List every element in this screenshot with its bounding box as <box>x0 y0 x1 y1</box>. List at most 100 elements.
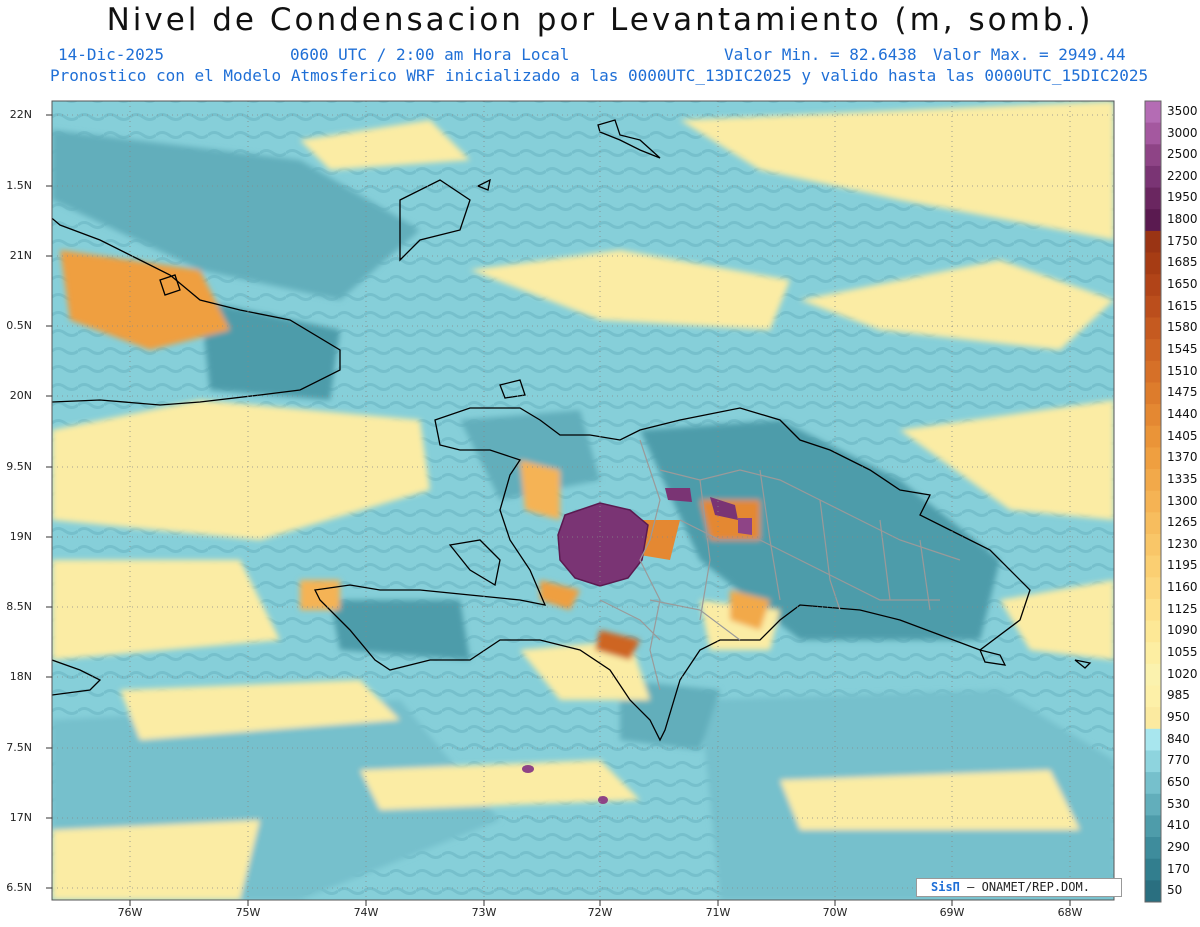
color-bar-swatch <box>1145 750 1161 773</box>
color-bar-label: 1950 <box>1167 190 1198 205</box>
color-bar-swatch <box>1145 425 1161 448</box>
min-value: Valor Min. = 82.6438 <box>724 45 917 64</box>
max-value: Valor Max. = 2949.44 <box>933 45 1126 64</box>
graticule <box>52 101 1114 900</box>
color-bar-swatch <box>1145 165 1161 189</box>
color-bar-swatch <box>1145 642 1161 665</box>
coastlines <box>52 119 1092 742</box>
color-bar-label: 410 <box>1167 818 1190 833</box>
lat-label: 9.5N <box>6 460 32 473</box>
color-bar-swatch <box>1145 144 1161 167</box>
color-bar-label: 1475 <box>1167 385 1198 400</box>
lat-label: 8.5N <box>6 600 32 613</box>
color-bar-label: 950 <box>1167 710 1190 724</box>
lat-label: 1.5N <box>6 179 32 192</box>
lon-label: 74W <box>353 906 379 919</box>
map-title: Nivel de Condensacion por Levantamiento … <box>106 2 1094 38</box>
color-bar-label: 1685 <box>1167 255 1198 270</box>
color-bar-swatch <box>1145 339 1161 362</box>
lat-label: 19N <box>9 530 32 543</box>
lcl-field-shading <box>52 101 1114 900</box>
color-bar-swatch <box>1145 728 1161 751</box>
color-bar-label: 290 <box>1167 839 1190 854</box>
color-bar-swatch <box>1145 837 1161 860</box>
color-bar-swatch <box>1145 295 1161 318</box>
forecast-time: 0600 UTC / 2:00 am Hora Local <box>290 45 570 64</box>
lat-label: 17N <box>9 811 32 824</box>
color-bar-swatch <box>1145 707 1161 730</box>
color-bar-label: 1020 <box>1167 666 1198 681</box>
color-bar-label: 1510 <box>1167 363 1198 378</box>
lat-label: 6.5N <box>6 881 32 894</box>
high-lcl-core <box>522 488 752 804</box>
color-bar-swatch <box>1145 793 1161 816</box>
color-bar-label: 1195 <box>1167 558 1198 573</box>
sispi-logo: SisΠ <box>931 880 960 894</box>
lat-label: 22N <box>9 108 32 121</box>
color-bar-swatch <box>1145 382 1161 405</box>
credit-text: – ONAMET/REP.DOM. <box>967 880 1090 894</box>
lon-label: 73W <box>471 906 497 919</box>
color-bar-swatch <box>1145 187 1161 210</box>
color-bar-label: 1545 <box>1167 342 1198 356</box>
color-bar-label: 770 <box>1167 753 1190 768</box>
color-bar-label: 530 <box>1167 796 1190 811</box>
color-bar-swatch <box>1145 663 1161 687</box>
color-bar-label: 2200 <box>1167 168 1198 183</box>
color-bar-label: 840 <box>1167 731 1190 746</box>
color-bar-swatch <box>1145 122 1161 145</box>
color-bar-label: 1580 <box>1167 320 1198 335</box>
color-bar-swatch <box>1145 101 1161 124</box>
color-bar-label: 1230 <box>1167 536 1198 551</box>
color-bar-swatch <box>1145 880 1161 903</box>
lat-label: 18N <box>9 670 32 683</box>
color-bar-swatch <box>1145 447 1161 470</box>
color-bar-label: 1370 <box>1167 450 1198 465</box>
color-bar-label: 1750 <box>1167 233 1198 248</box>
color-bar-label: 650 <box>1167 774 1190 789</box>
color-bar-swatch <box>1145 512 1161 535</box>
map-frame <box>51 100 1115 901</box>
color-bar-swatch <box>1145 317 1161 340</box>
province-borders <box>599 439 961 691</box>
color-bar-label: 1160 <box>1167 580 1198 595</box>
color-bar-label: 1650 <box>1167 277 1198 291</box>
lat-label: 20N <box>9 389 32 402</box>
color-bar-swatch <box>1145 252 1161 275</box>
lat-label: 7.5N <box>6 741 32 754</box>
color-bar-label: 1615 <box>1167 298 1198 313</box>
color-bar-swatch <box>1145 469 1161 492</box>
color-bar-swatch <box>1145 858 1161 881</box>
lon-label: 68W <box>1057 906 1083 919</box>
lon-label: 70W <box>822 906 848 919</box>
color-bar-swatch <box>1145 274 1161 297</box>
color-bar-swatch <box>1145 577 1161 600</box>
color-bar-label: 1335 <box>1167 471 1198 486</box>
lat-label: 21N <box>9 249 32 262</box>
axis-ticks <box>46 114 1071 906</box>
color-bar-label: 3500 <box>1167 103 1198 118</box>
lon-label: 76W <box>117 906 143 919</box>
color-bar-label: 1405 <box>1167 428 1198 443</box>
color-bar-swatch <box>1145 815 1161 838</box>
forecast-description: Pronostico con el Modelo Atmosferico WRF… <box>50 66 1149 85</box>
color-bar-label: 1300 <box>1167 493 1198 508</box>
color-bar-label: 170 <box>1167 861 1190 876</box>
lat-label: 0.5N <box>6 319 32 332</box>
color-bar-label: 1125 <box>1167 601 1198 616</box>
color-bar-label: 2500 <box>1167 147 1198 162</box>
color-bar-swatch <box>1145 490 1161 513</box>
color-bar-swatch <box>1145 685 1161 708</box>
color-bar-label: 1800 <box>1167 212 1198 227</box>
lon-label: 75W <box>235 906 261 919</box>
color-bar <box>1144 100 1162 903</box>
color-bar-swatch <box>1145 209 1161 232</box>
credit-box: SisΠ – ONAMET/REP.DOM. <box>916 878 1122 897</box>
forecast-date: 14-Dic-2025 <box>58 45 164 64</box>
color-bar-swatch <box>1145 555 1161 578</box>
color-bar-swatch <box>1145 360 1161 383</box>
color-bar-label: 985 <box>1167 688 1190 703</box>
color-bar-label: 50 <box>1167 883 1183 898</box>
color-bar-swatch <box>1145 598 1161 622</box>
